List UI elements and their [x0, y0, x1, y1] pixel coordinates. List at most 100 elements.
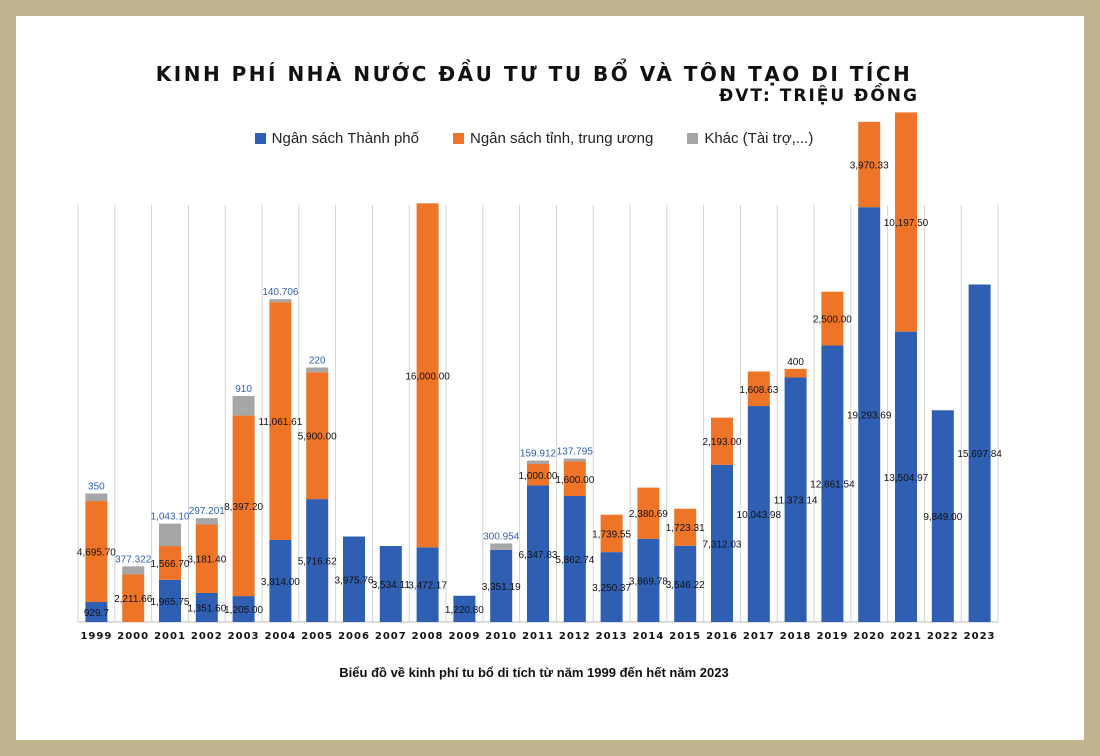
- data-label: 140.706: [262, 287, 299, 298]
- bar-segment: [563, 458, 586, 462]
- x-tick-label: 2022: [927, 631, 959, 642]
- bar-segment: [232, 395, 255, 416]
- bar-segment: [195, 524, 218, 593]
- bar-segment: [821, 291, 844, 346]
- x-tick-label: 2017: [743, 631, 775, 642]
- legend: Ngân sách Thành phố Ngân sách tỉnh, trun…: [0, 130, 1068, 147]
- x-tick-label: 2010: [485, 631, 517, 642]
- legend-swatch-other: [687, 133, 699, 144]
- data-label: 3,250.37: [592, 583, 631, 594]
- bar-segment: [85, 493, 108, 502]
- data-label: 3,472.17: [408, 581, 447, 592]
- legend-item-province: Ngân sách tỉnh, trung ương: [452, 130, 654, 147]
- bar-segment: [343, 536, 365, 622]
- data-label: 6,347.83: [519, 550, 558, 561]
- bar-segment: [416, 547, 439, 622]
- data-label: 1,600.00: [555, 475, 594, 486]
- x-tick-label: 2004: [264, 631, 296, 642]
- data-label: 159.912: [520, 449, 557, 460]
- bar-segment: [85, 501, 108, 603]
- data-label: 7,312.03: [703, 539, 742, 550]
- bar-segment: [784, 377, 807, 622]
- bar-segment: [379, 546, 402, 622]
- bar-segment: [232, 596, 255, 622]
- data-label: 137.795: [557, 447, 594, 458]
- bar-segment: [122, 574, 145, 622]
- bar-segment: [306, 499, 329, 622]
- x-tick-label: 2019: [816, 631, 848, 642]
- data-label: 5,862.74: [555, 555, 594, 566]
- data-label: 3,546.22: [666, 580, 705, 591]
- data-label: 11,373.14: [774, 496, 818, 507]
- data-label: 3,534.11: [372, 580, 411, 591]
- x-tick-label: 2008: [412, 631, 444, 642]
- bar-segment: [711, 464, 733, 622]
- bar-segment: [195, 518, 218, 525]
- bar-segment: [600, 514, 623, 553]
- bar-segment: [416, 203, 439, 548]
- bar-segment: [159, 546, 181, 580]
- data-label: 1,220.80: [445, 605, 484, 616]
- bar-segment: [784, 368, 807, 378]
- legend-item-other: Khác (Tài trợ,...): [687, 130, 813, 147]
- bar-segment: [232, 415, 255, 597]
- bar-segment: [674, 545, 697, 622]
- legend-swatch-city: [254, 133, 266, 144]
- legend-label-city: Ngân sách Thành phố: [271, 130, 419, 147]
- x-tick-label: 2009: [448, 631, 480, 642]
- data-label: 1,739.55: [592, 529, 631, 540]
- bar-segment: [895, 112, 917, 332]
- bar-segment: [85, 602, 108, 622]
- bar-segment: [674, 508, 697, 546]
- data-label: 1,608.63: [739, 385, 778, 396]
- data-label: 10,043.98: [737, 510, 782, 521]
- x-tick-label: 2003: [228, 631, 260, 642]
- data-label: 16,000.00: [405, 371, 450, 382]
- data-label: 377.322: [115, 554, 152, 565]
- x-tick-label: 2006: [338, 631, 370, 642]
- bar-segment: [895, 331, 917, 622]
- data-label: 297.201: [189, 506, 226, 517]
- x-tick-label: 2015: [669, 631, 701, 642]
- data-label: 1,351.60: [187, 603, 226, 614]
- data-label: 13,504.97: [884, 473, 929, 484]
- bar-segment: [563, 495, 586, 622]
- x-tick-label: 2021: [890, 631, 922, 642]
- bar-segment: [637, 538, 660, 622]
- legend-swatch-province: [452, 133, 464, 144]
- data-label: 3,351.19: [482, 582, 521, 593]
- data-label: 1,205.00: [224, 605, 263, 616]
- bar-segment: [159, 579, 181, 622]
- x-tick-label: 2014: [632, 631, 664, 642]
- data-label: 1,043.10: [151, 512, 190, 523]
- x-tick-label: 2005: [301, 631, 333, 642]
- data-label: 5,900.00: [298, 432, 337, 443]
- bar-segment: [490, 543, 513, 550]
- bar-segment: [931, 410, 954, 622]
- legend-label-province: Ngân sách tỉnh, trung ương: [469, 130, 654, 147]
- bar-segment: [527, 464, 549, 486]
- bar-segment: [600, 552, 623, 622]
- legend-label-other: Khác (Tài trợ,...): [704, 130, 814, 147]
- data-label: 8,397.20: [224, 502, 263, 513]
- bar-segment: [269, 299, 292, 303]
- bar-segment: [269, 539, 292, 622]
- unit-label: ĐVT: TRIỆU ĐỒNG: [718, 86, 919, 106]
- bar-segment: [858, 207, 881, 622]
- bar-segment: [306, 372, 329, 500]
- bar-segment: [747, 406, 770, 622]
- bar-segment: [306, 367, 329, 373]
- data-label: 350: [88, 482, 105, 493]
- bar-segment: [122, 566, 145, 575]
- data-label: 12,861.54: [810, 480, 855, 491]
- data-label: 9,849.00: [923, 512, 962, 523]
- x-tick-label: 2000: [117, 631, 149, 642]
- data-label: 929.7: [84, 608, 109, 619]
- bar-segment: [269, 302, 292, 540]
- data-label: 2,193.00: [703, 437, 742, 448]
- bar-segment: [159, 523, 181, 547]
- bar-segment: [563, 461, 586, 496]
- data-label: 1,566.70: [151, 559, 190, 570]
- data-label: 10,197.50: [884, 218, 929, 229]
